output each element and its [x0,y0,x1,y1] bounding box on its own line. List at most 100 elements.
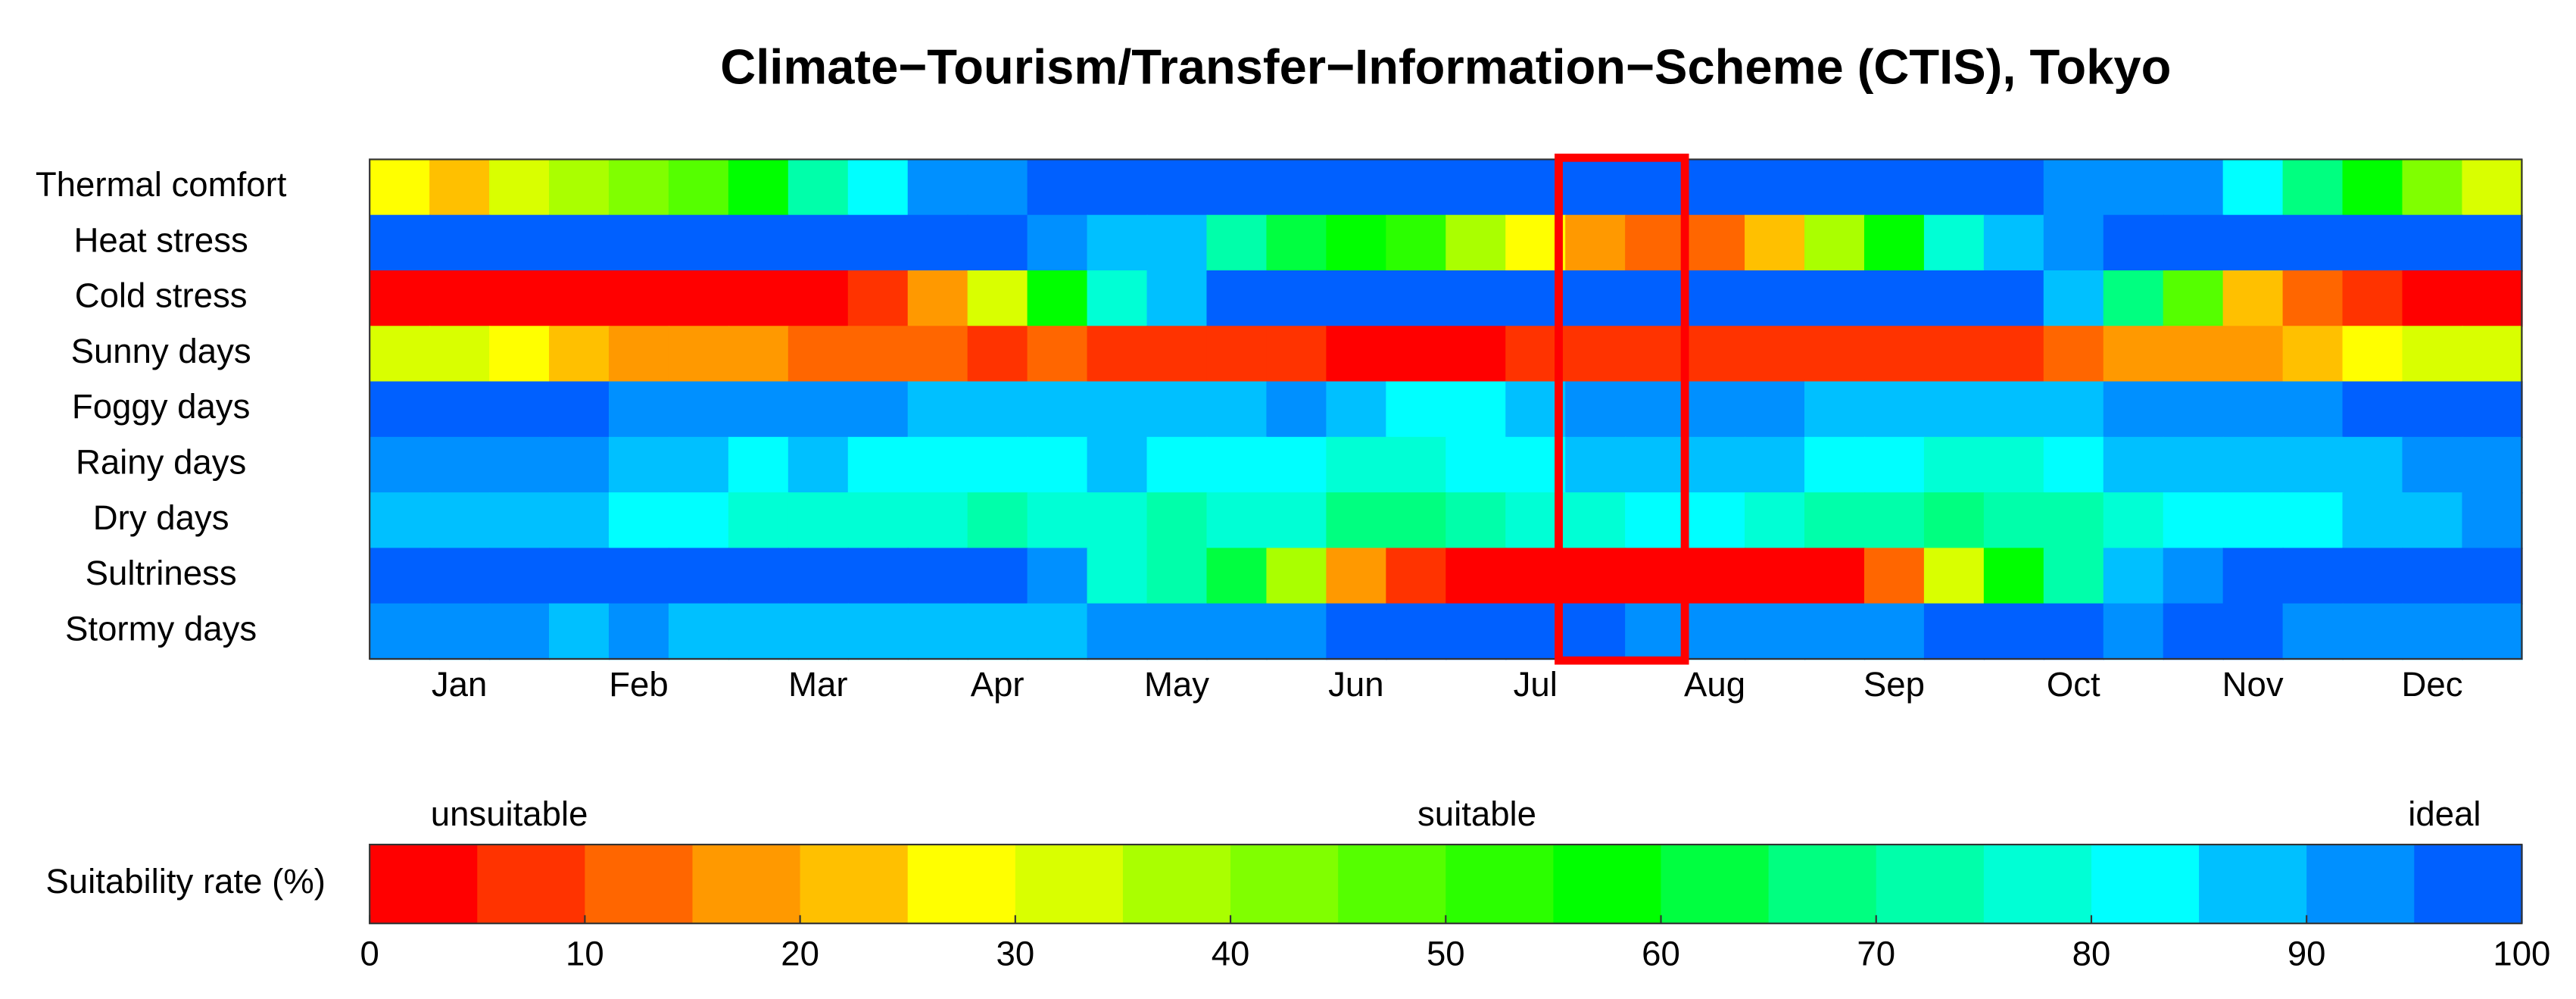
heatmap-cell [1565,270,1626,327]
heatmap-cell [1983,381,2045,439]
colorbar-label: Suitability rate (%) [45,862,326,901]
heatmap-cell [1863,548,1926,604]
heatmap-cell [1206,436,1268,494]
colorbar-segment [1553,844,1662,924]
heatmap-cell [847,492,909,549]
heatmap-cell [2222,214,2284,272]
heatmap-cell [847,159,909,217]
heatmap-cell [2402,214,2463,272]
heatmap-cell [2163,603,2224,660]
heatmap-cell [2103,214,2164,272]
x-tick-label: Feb [609,665,668,704]
heatmap-cell [1445,548,1507,604]
colorbar-segment [907,844,1017,924]
colorbar-segment [692,844,801,924]
colorbar-segment [2091,844,2200,924]
heatmap-cell [1923,436,1985,494]
heatmap-cell [728,159,790,217]
heatmap-frame [369,158,2523,660]
heatmap-cell [1625,436,1686,494]
colorbar-segment [800,844,909,924]
heatmap-cell [787,214,850,272]
colorbar-tick-label: 90 [2288,935,2326,973]
heatmap-cell [1863,326,1926,382]
heatmap-cell [1087,214,1148,272]
heatmap-cell [2462,492,2523,549]
heatmap-cell [1386,214,1447,272]
heatmap-cell [2163,548,2224,604]
colorbar-tick-label: 70 [1857,935,1895,973]
chart-title: Climate−Tourism/Transfer−Information−Sch… [720,39,2171,94]
x-tick-label: Oct [2047,665,2100,704]
heatmap-cell [1445,603,1507,660]
heatmap-cell [2222,159,2284,217]
heatmap-cell [549,436,610,494]
heatmap-cell [1745,326,1806,382]
heatmap-cell [1146,603,1208,660]
heatmap-cell [2163,381,2224,439]
heatmap-cell [1745,159,1806,217]
heatmap-cell [2103,436,2164,494]
heatmap-cell [1745,603,1806,660]
heatmap-cell [1685,548,1746,604]
heatmap-cell [787,270,850,327]
heatmap-cell [2342,326,2403,382]
colorbar-tick-label: 100 [2493,935,2550,973]
heatmap-cell [2462,603,2523,660]
heatmap-cell [608,214,670,272]
x-tick-label: Sep [1863,665,1925,704]
heatmap-cell [728,326,790,382]
heatmap-cell [1983,326,2045,382]
heatmap-cell [1685,492,1746,549]
heatmap-cell [608,603,670,660]
heatmap-cell [2342,381,2403,439]
heatmap-cell [907,436,968,494]
heatmap-cell [1206,381,1268,439]
heatmap-cell [429,214,491,272]
heatmap-cell [1326,214,1387,272]
heatmap-cell [1146,381,1208,439]
heatmap-cell [907,159,968,217]
heatmap-cell [2282,381,2344,439]
colorbar-tick-label: 80 [2072,935,2111,973]
heatmap-cell [1863,436,1926,494]
heatmap-cell [2163,270,2224,327]
heatmap-cell [2282,436,2344,494]
heatmap-cell [1804,492,1866,549]
heatmap-cell [370,492,431,549]
heatmap-cell [1206,214,1268,272]
heatmap-cell [429,270,491,327]
x-tick-label: Mar [788,665,847,704]
heatmap-cell [728,214,790,272]
heatmap-cell [608,436,670,494]
heatmap-cell [1685,603,1746,660]
heatmap-cell [2342,548,2403,604]
colorbar-annotation: unsuitable [431,795,588,833]
heatmap-cell [2043,548,2105,604]
heatmap-cell [1745,270,1806,327]
heatmap-cell [1386,381,1447,439]
row-label: Cold stress [75,276,248,315]
heatmap-cell [2282,326,2344,382]
heatmap-cell [429,381,491,439]
x-tick-label: May [1144,665,1209,704]
heatmap-cell [1087,603,1148,660]
heatmap-cell [1923,214,1985,272]
heatmap-cell [2282,270,2344,327]
heatmap-cell [967,436,1028,494]
x-tick-label: Nov [2222,665,2284,704]
colorbar-segment [1015,844,1124,924]
heatmap-cell [1685,381,1746,439]
heatmap-cell [1445,326,1507,382]
heatmap-cell [370,270,431,327]
heatmap-cell [2222,326,2284,382]
heatmap-cell [847,214,909,272]
heatmap-cell [1445,270,1507,327]
heatmap-cell [1565,492,1626,549]
heatmap-cell [668,214,730,272]
heatmap-cell [1923,381,1985,439]
heatmap-cell [2462,381,2523,439]
heatmap-cell [1146,326,1208,382]
heatmap-cell [1266,214,1327,272]
heatmap-cell [1266,436,1327,494]
